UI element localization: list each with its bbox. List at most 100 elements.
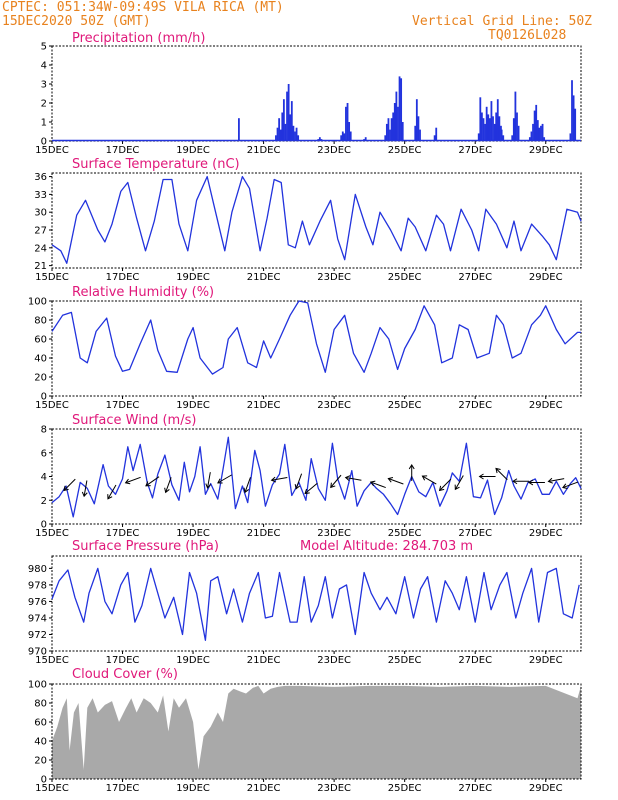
precip-bar	[364, 137, 367, 141]
precip-bar	[419, 129, 421, 141]
wind-arrow-head	[243, 487, 250, 494]
precip-bar	[569, 133, 572, 141]
wind-arrow-shaft	[495, 468, 508, 481]
rh-ytick-label: 40	[34, 354, 47, 365]
pres-ytick-label: 976	[28, 597, 47, 608]
wind-arrow-shaft	[548, 478, 565, 482]
wind-arrow-shaft	[562, 481, 579, 489]
pres-xtick-label: 17DEC	[106, 655, 140, 666]
pres-xtick-label: 21DEC	[247, 655, 281, 666]
wind-xtick-label: 23DEC	[317, 528, 351, 539]
cloud-title: Cloud Cover (%)	[72, 667, 178, 682]
precip-bar	[295, 127, 298, 141]
pres-xtick-label: 15DEC	[35, 655, 69, 666]
precip-bar	[393, 103, 396, 141]
wind-xtick-label: 27DEC	[458, 528, 492, 539]
wind-arrow-shaft	[295, 473, 303, 489]
precip-bar	[348, 122, 351, 141]
cloud-area	[52, 685, 581, 779]
wind-arrow-shaft	[125, 476, 141, 484]
wind-arrow-head	[344, 475, 351, 482]
temp-xtick-label: 17DEC	[106, 272, 140, 283]
wind-arrow-shaft	[145, 476, 160, 487]
precip-bar	[435, 127, 438, 141]
temp-xtick-label: 25DEC	[388, 272, 422, 283]
temp-xtick-label: 27DEC	[458, 272, 492, 283]
wind-arrow-head	[408, 463, 415, 470]
cloud-ytick-label: 20	[34, 756, 47, 767]
precip-xtick-label: 17DEC	[106, 145, 140, 156]
precip-bar	[512, 118, 515, 141]
pres-xtick-label: 29DEC	[529, 655, 563, 666]
precip-bar	[498, 116, 501, 141]
wind-arrow-head	[495, 467, 501, 474]
precip-bar	[400, 78, 403, 141]
precip-xtick-label: 21DEC	[247, 145, 281, 156]
precip-bar	[481, 112, 483, 141]
panel-pressure: Surface Pressure (hPa) 970 972 974 976 978 98…	[28, 539, 582, 666]
precip-bar	[345, 106, 347, 141]
precip-bar	[278, 118, 281, 141]
pres-xtick-label: 23DEC	[317, 655, 351, 666]
cloud-ytick-label: 40	[34, 737, 47, 748]
precip-bar	[392, 112, 395, 141]
precip-bar	[284, 123, 287, 141]
wind-arrow-head	[217, 478, 223, 484]
rh-ytick-label: 100	[28, 297, 47, 308]
cloud-xtick-label: 27DEC	[458, 783, 492, 794]
cloud-frame	[51, 683, 582, 780]
precip-bar	[287, 84, 290, 141]
panel-cloud-cover: Cloud Cover (%) 0 20 40 60 80 100 15DEC 17DEC 19…	[28, 667, 582, 794]
precip-bar	[385, 123, 388, 141]
temp-ytick-label: 24	[34, 243, 47, 254]
precip-bar	[543, 137, 546, 141]
temp-xtick-label: 23DEC	[317, 272, 351, 283]
precip-bar	[279, 129, 282, 141]
precip-xtick-label: 19DEC	[176, 145, 210, 156]
precip-ytick-label: 1	[41, 118, 47, 129]
panel-temperature: Surface Temperature (nC) 21 24 27 30 33 36 15D…	[34, 157, 582, 283]
wind-arrow-head	[562, 483, 568, 490]
header-code: TQ0126L028	[488, 28, 566, 43]
temp-frame	[51, 172, 582, 269]
precip-bar	[516, 112, 518, 141]
wind-arrow-head	[205, 483, 212, 489]
rh-xtick-label: 15DEC	[35, 400, 69, 411]
precip-bar	[488, 118, 491, 141]
wind-arrow-shaft	[422, 475, 437, 485]
precip-bar	[346, 103, 349, 141]
temp-ytick-label: 21	[34, 261, 47, 272]
wind-arrow-shaft	[439, 478, 452, 491]
wind-xtick-label: 21DEC	[247, 528, 281, 539]
precip-bar	[532, 123, 534, 141]
precip-bar	[484, 123, 486, 141]
precip-bar	[530, 131, 533, 141]
temp-ytick-label: 33	[34, 190, 47, 201]
rh-xtick-label: 19DEC	[176, 400, 210, 411]
rh-xtick-label: 21DEC	[247, 400, 281, 411]
wind-arrow-head	[304, 488, 310, 495]
precip-bar	[401, 122, 404, 141]
wind-arrow-shaft	[454, 475, 464, 490]
rh-xtick-label: 25DEC	[388, 400, 422, 411]
precip-bar	[389, 129, 391, 141]
cloud-xtick-label: 23DEC	[317, 783, 351, 794]
precip-bar	[495, 112, 498, 141]
wind-arrow-head	[124, 478, 131, 485]
precip-frame	[51, 45, 582, 142]
rh-xtick-label: 29DEC	[529, 400, 563, 411]
wind-arrow-head	[454, 484, 460, 491]
cloud-ytick-label: 100	[28, 680, 47, 691]
cloud-xtick-label: 25DEC	[388, 783, 422, 794]
pres-xtick-label: 19DEC	[176, 655, 210, 666]
precip-bar	[294, 131, 296, 141]
panel-precipitation: Precipitation (mm/h) 0 1 2 3 4 5 15DEC 17DEC 19D…	[35, 31, 582, 156]
wind-arrow-head	[164, 487, 170, 494]
temp-xtick-label: 21DEC	[247, 272, 281, 283]
precip-bar	[496, 99, 499, 141]
precip-bar	[571, 80, 573, 141]
wind-ytick-label: 6	[41, 448, 47, 459]
precip-bar	[482, 118, 485, 141]
wind-arrow-shaft	[271, 476, 288, 481]
precip-bar	[535, 104, 538, 141]
